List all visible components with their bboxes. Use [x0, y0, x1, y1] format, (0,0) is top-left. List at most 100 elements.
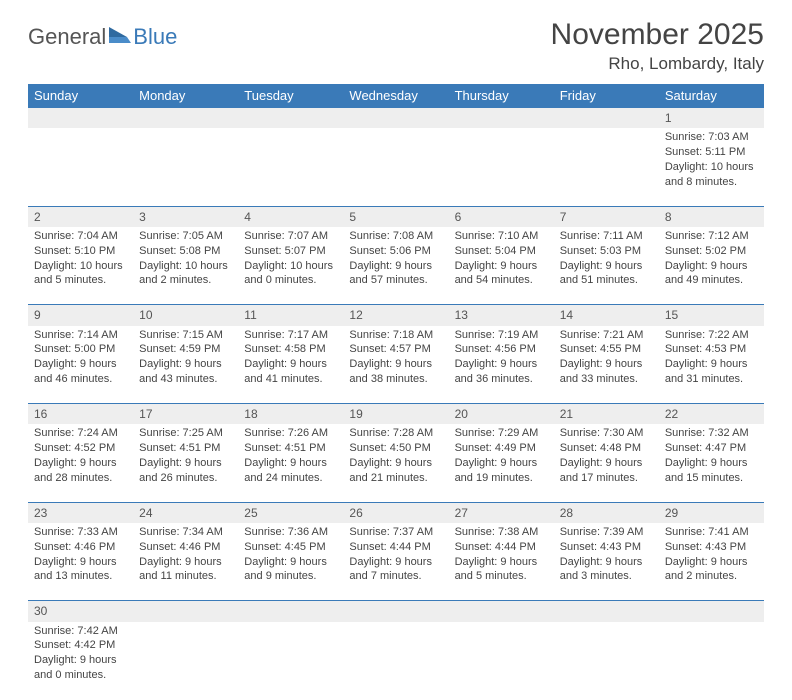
day-detail-cell: Sunrise: 7:17 AMSunset: 4:58 PMDaylight:…	[238, 326, 343, 404]
day-detail-cell	[659, 622, 764, 700]
day-detail-line: Sunset: 4:59 PM	[139, 342, 232, 357]
day-number-cell: 2	[28, 206, 133, 227]
day-detail-line: Daylight: 9 hours	[455, 259, 548, 274]
flag-icon	[107, 25, 131, 50]
day-number-cell	[133, 601, 238, 622]
day-detail-row: Sunrise: 7:03 AMSunset: 5:11 PMDaylight:…	[28, 128, 764, 206]
day-detail-line: Daylight: 9 hours	[665, 456, 758, 471]
day-detail-cell: Sunrise: 7:24 AMSunset: 4:52 PMDaylight:…	[28, 424, 133, 502]
day-detail-line: Daylight: 9 hours	[34, 456, 127, 471]
day-detail-line: Sunset: 4:56 PM	[455, 342, 548, 357]
day-detail-cell: Sunrise: 7:14 AMSunset: 5:00 PMDaylight:…	[28, 326, 133, 404]
day-detail-cell	[133, 622, 238, 700]
day-detail-line: Sunrise: 7:03 AM	[665, 130, 758, 145]
day-detail-line: Daylight: 9 hours	[244, 357, 337, 372]
day-number-cell	[659, 601, 764, 622]
day-detail-line: Sunset: 4:44 PM	[455, 540, 548, 555]
logo-text-blue: Blue	[133, 24, 177, 50]
day-header: Thursday	[449, 84, 554, 108]
day-detail-line: Daylight: 9 hours	[560, 456, 653, 471]
day-detail-line: Sunrise: 7:14 AM	[34, 328, 127, 343]
day-detail-line: Sunrise: 7:33 AM	[34, 525, 127, 540]
day-detail-line: Sunrise: 7:32 AM	[665, 426, 758, 441]
day-number-cell: 17	[133, 404, 238, 425]
day-detail-row: Sunrise: 7:33 AM Sunset: 4:46 PM Daylight:…	[28, 523, 764, 601]
day-detail-cell: Sunrise: 7:12 AMSunset: 5:02 PMDaylight:…	[659, 227, 764, 305]
day-detail-cell: Sunrise: 7:08 AMSunset: 5:06 PMDaylight:…	[343, 227, 448, 305]
day-detail-line: Sunset: 4:48 PM	[560, 441, 653, 456]
day-number-cell: 23	[28, 502, 133, 523]
day-number-row: 30	[28, 601, 764, 622]
day-number-cell: 7	[554, 206, 659, 227]
day-detail-line: Daylight: 9 hours	[560, 259, 653, 274]
day-detail-line: Sunrise: 7:34 AM	[139, 525, 232, 540]
day-detail-line: Daylight: 9 hours	[34, 653, 127, 668]
day-detail-line: Sunset: 4:58 PM	[244, 342, 337, 357]
day-detail-line: Sunrise: 7:37 AM	[349, 525, 442, 540]
day-detail-cell: Sunrise: 7:38 AMSunset: 4:44 PMDaylight:…	[449, 523, 554, 601]
day-header: Saturday	[659, 84, 764, 108]
day-detail-line: Sunset: 4:46 PM	[139, 540, 232, 555]
day-detail-row: Sunrise: 7:04 AMSunset: 5:10 PMDaylight:…	[28, 227, 764, 305]
day-number-row: 9101112131415	[28, 305, 764, 326]
day-number-cell: 1	[659, 108, 764, 129]
day-number-cell	[554, 601, 659, 622]
day-number-cell: 28	[554, 502, 659, 523]
day-detail-cell: Sunrise: 7:36 AMSunset: 4:45 PMDaylight:…	[238, 523, 343, 601]
day-detail-cell: Sunrise: 7:39 AMSunset: 4:43 PMDaylight:…	[554, 523, 659, 601]
day-detail-line: Sunrise: 7:10 AM	[455, 229, 548, 244]
day-detail-cell: Sunrise: 7:41 AMSunset: 4:43 PMDaylight:…	[659, 523, 764, 601]
day-detail-cell: Sunrise: 7:05 AMSunset: 5:08 PMDaylight:…	[133, 227, 238, 305]
day-detail-line: Sunrise: 7:17 AM	[244, 328, 337, 343]
day-detail-cell: Sunrise: 7:37 AMSunset: 4:44 PMDaylight:…	[343, 523, 448, 601]
day-detail-line: and 8 minutes.	[665, 175, 758, 190]
day-detail-line: Sunset: 4:51 PM	[244, 441, 337, 456]
day-detail-line: and 57 minutes.	[349, 273, 442, 288]
day-detail-line: Sunrise: 7:38 AM	[455, 525, 548, 540]
day-detail-line: and 38 minutes.	[349, 372, 442, 387]
day-detail-cell	[28, 128, 133, 206]
day-detail-line: and 49 minutes.	[665, 273, 758, 288]
day-detail-line: Daylight: 9 hours	[455, 456, 548, 471]
calendar-table: Sunday Monday Tuesday Wednesday Thursday…	[28, 84, 764, 700]
day-detail-line: Sunset: 5:06 PM	[349, 244, 442, 259]
day-number-cell: 10	[133, 305, 238, 326]
day-number-row: 2345678	[28, 206, 764, 227]
day-detail-cell	[449, 128, 554, 206]
day-number-cell	[28, 108, 133, 129]
day-detail-line: Sunrise: 7:12 AM	[665, 229, 758, 244]
day-detail-line: Daylight: 9 hours	[665, 555, 758, 570]
day-detail-line: and 15 minutes.	[665, 471, 758, 486]
day-detail-cell: Sunrise: 7:15 AMSunset: 4:59 PMDaylight:…	[133, 326, 238, 404]
day-detail-cell	[449, 622, 554, 700]
day-number-cell: 8	[659, 206, 764, 227]
day-detail-line: and 36 minutes.	[455, 372, 548, 387]
day-detail-line: Sunset: 4:49 PM	[455, 441, 548, 456]
day-number-cell: 24	[133, 502, 238, 523]
day-detail-line: Sunrise: 7:41 AM	[665, 525, 758, 540]
day-detail-line: Sunrise: 7:19 AM	[455, 328, 548, 343]
day-detail-line: Sunrise: 7:24 AM	[34, 426, 127, 441]
day-header: Tuesday	[238, 84, 343, 108]
day-detail-line: and 31 minutes.	[665, 372, 758, 387]
day-detail-cell: Sunrise: 7:21 AMSunset: 4:55 PMDaylight:…	[554, 326, 659, 404]
day-number-cell: 20	[449, 404, 554, 425]
day-header-row: Sunday Monday Tuesday Wednesday Thursday…	[28, 84, 764, 108]
day-detail-line: Sunset: 4:43 PM	[665, 540, 758, 555]
day-detail-line: and 9 minutes.	[244, 569, 337, 584]
day-detail-line: Sunrise: 7:15 AM	[139, 328, 232, 343]
page-title: November 2025	[551, 18, 764, 52]
day-number-cell	[238, 601, 343, 622]
day-detail-line: Sunrise: 7:42 AM	[34, 624, 127, 639]
day-detail-line: Sunset: 5:02 PM	[665, 244, 758, 259]
day-detail-cell: Sunrise: 7:22 AMSunset: 4:53 PMDaylight:…	[659, 326, 764, 404]
day-number-row: 23242526272829	[28, 502, 764, 523]
day-detail-line: Sunset: 5:07 PM	[244, 244, 337, 259]
day-detail-cell: Sunrise: 7:25 AMSunset: 4:51 PMDaylight:…	[133, 424, 238, 502]
day-detail-line: Sunrise: 7:04 AM	[34, 229, 127, 244]
day-detail-line: and 21 minutes.	[349, 471, 442, 486]
day-detail-line: and 2 minutes.	[139, 273, 232, 288]
day-detail-line: Sunrise: 7:36 AM	[244, 525, 337, 540]
day-detail-line: Sunrise: 7:18 AM	[349, 328, 442, 343]
day-detail-line: Sunset: 4:43 PM	[560, 540, 653, 555]
